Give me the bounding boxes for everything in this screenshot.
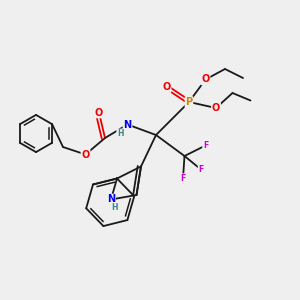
Text: N: N: [107, 194, 115, 205]
Text: N: N: [123, 119, 132, 130]
Text: F: F: [180, 174, 186, 183]
Text: O: O: [81, 149, 90, 160]
Text: F: F: [198, 165, 204, 174]
Text: O: O: [212, 103, 220, 113]
Text: H: H: [111, 203, 117, 212]
Text: F: F: [203, 141, 208, 150]
Text: O: O: [162, 82, 171, 92]
Text: O: O: [201, 74, 210, 85]
Text: O: O: [95, 107, 103, 118]
Text: H: H: [117, 129, 123, 138]
Text: P: P: [185, 97, 193, 107]
